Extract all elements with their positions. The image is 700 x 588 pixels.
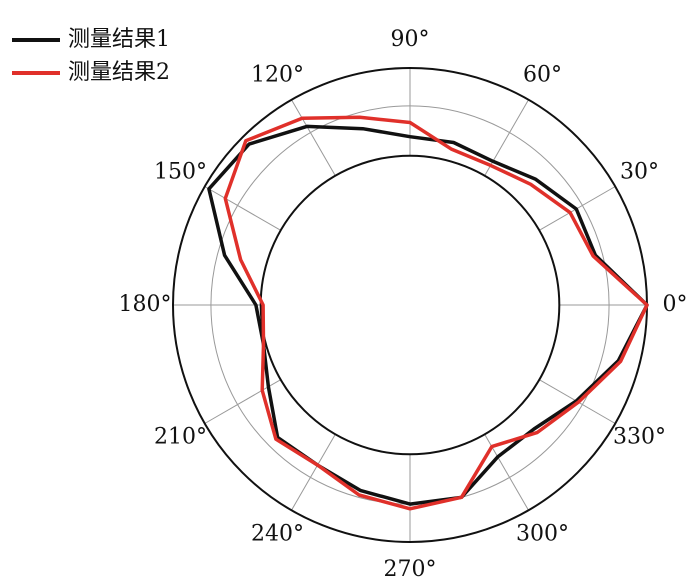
theta-tick-label: 270°: [384, 557, 437, 582]
r-grid-circle: [259, 154, 561, 456]
series-line: [223, 115, 649, 511]
theta-tick-label: 330°: [613, 425, 666, 450]
theta-tick-label: 120°: [251, 63, 304, 88]
theta-tick-label: 180°: [119, 292, 172, 317]
series-line: [207, 124, 649, 506]
theta-tick-label: 90°: [391, 27, 430, 52]
legend-label: 测量结果2: [68, 60, 170, 85]
theta-tick-label: 150°: [154, 160, 207, 185]
r-grid-circle: [210, 105, 610, 505]
spoke: [204, 186, 281, 231]
theta-tick-label: 60°: [523, 63, 562, 88]
theta-tick-label: 300°: [516, 521, 569, 546]
spoke: [291, 434, 336, 511]
spoke: [484, 99, 529, 176]
theta-tick-label: 0°: [663, 292, 688, 317]
theta-tick-label: 240°: [251, 521, 304, 546]
spoke: [291, 99, 336, 176]
theta-tick-label: 30°: [620, 160, 659, 185]
theta-tick-label: 210°: [154, 425, 207, 450]
legend-label: 测量结果1: [68, 27, 170, 52]
